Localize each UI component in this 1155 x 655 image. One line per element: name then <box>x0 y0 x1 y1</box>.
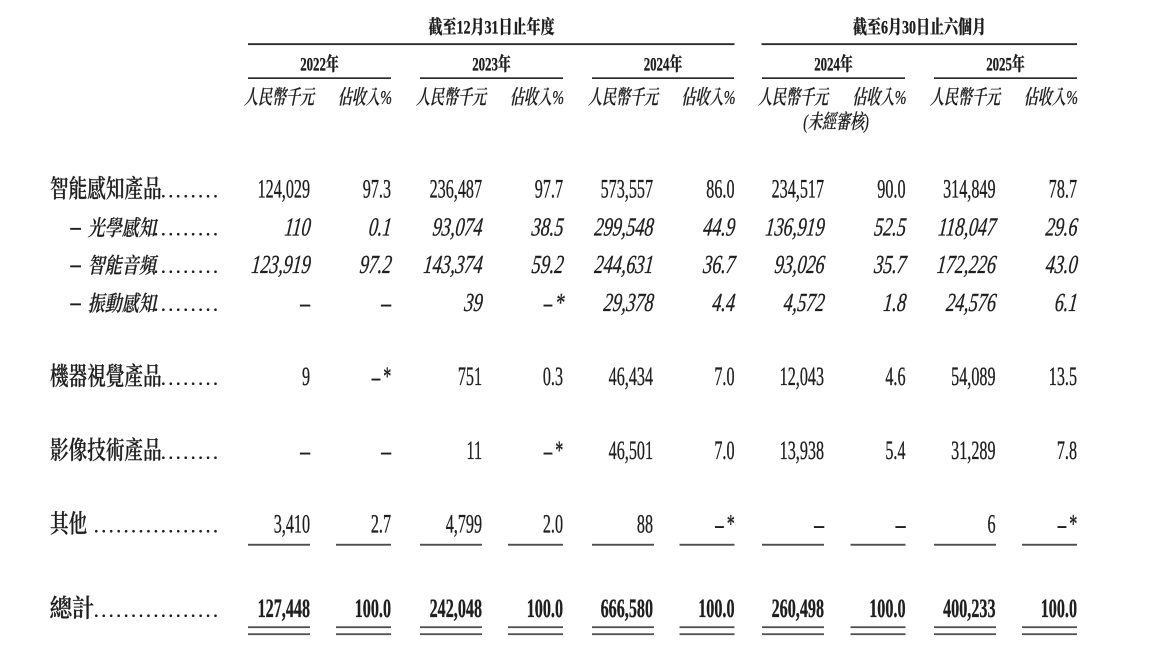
svg-text:3,410: 3,410 <box>274 510 310 539</box>
svg-text:6.1: 6.1 <box>1054 288 1080 317</box>
svg-text:2024: 2024 <box>814 53 840 75</box>
svg-text:242,048: 242,048 <box>430 594 483 623</box>
svg-text:751: 751 <box>458 362 482 391</box>
svg-text:4.6: 4.6 <box>885 362 905 391</box>
svg-text:6: 6 <box>987 510 995 539</box>
svg-text:2023: 2023 <box>472 53 498 75</box>
svg-text:90.0: 90.0 <box>877 175 905 204</box>
svg-text:1.8: 1.8 <box>882 288 908 317</box>
svg-text:97.2: 97.2 <box>359 250 394 279</box>
svg-text:244,631: 244,631 <box>593 250 655 279</box>
svg-text:136,919: 136,919 <box>764 212 826 241</box>
svg-text:9: 9 <box>302 362 310 391</box>
svg-text:97.7: 97.7 <box>535 175 563 204</box>
svg-text:0.1: 0.1 <box>368 212 394 241</box>
svg-text:100.0: 100.0 <box>869 594 905 623</box>
svg-text:100.0: 100.0 <box>698 594 734 623</box>
svg-text:143,374: 143,374 <box>422 250 484 279</box>
svg-text:86.0: 86.0 <box>706 175 734 204</box>
svg-text:234,517: 234,517 <box>772 175 825 204</box>
svg-text:93,074: 93,074 <box>431 212 484 241</box>
svg-text:7.8: 7.8 <box>1057 436 1077 465</box>
svg-text:4,799: 4,799 <box>446 510 482 539</box>
svg-text:2025: 2025 <box>986 53 1012 75</box>
svg-text:124,029: 124,029 <box>258 175 310 204</box>
svg-text:31,289: 31,289 <box>951 436 995 465</box>
svg-text:12: 12 <box>456 16 470 38</box>
svg-text:39: 39 <box>462 288 484 317</box>
svg-text:123,919: 123,919 <box>250 250 312 279</box>
svg-text:93,026: 93,026 <box>773 250 827 279</box>
svg-text:88: 88 <box>637 510 653 539</box>
svg-text:6: 6 <box>881 16 888 38</box>
svg-text:): ) <box>863 111 869 133</box>
svg-text:13,938: 13,938 <box>780 436 824 465</box>
svg-text:400,233: 400,233 <box>943 594 996 623</box>
svg-text:2.0: 2.0 <box>543 510 563 539</box>
svg-text:54,089: 54,089 <box>951 362 995 391</box>
svg-text:314,849: 314,849 <box>943 175 995 204</box>
svg-text:%: % <box>724 87 736 109</box>
svg-text:(: ( <box>803 111 809 133</box>
svg-text:31: 31 <box>484 16 498 38</box>
svg-text:29,378: 29,378 <box>602 288 655 317</box>
svg-text:38.5: 38.5 <box>530 212 566 241</box>
svg-text:118,047: 118,047 <box>937 212 999 241</box>
svg-text:100.0: 100.0 <box>1041 594 1077 623</box>
svg-text:4.4: 4.4 <box>711 288 737 317</box>
svg-text:29.6: 29.6 <box>1045 212 1080 241</box>
svg-text:13.5: 13.5 <box>1049 362 1077 391</box>
svg-text:260,498: 260,498 <box>772 594 825 623</box>
svg-text:11: 11 <box>466 436 482 465</box>
svg-text:46,434: 46,434 <box>609 362 653 391</box>
svg-text:43.0: 43.0 <box>1045 250 1080 279</box>
svg-text:*: * <box>383 362 391 391</box>
svg-text:30: 30 <box>902 16 916 38</box>
svg-text:*: * <box>554 288 567 317</box>
svg-text:7.0: 7.0 <box>714 436 734 465</box>
svg-text:97.3: 97.3 <box>363 175 391 204</box>
svg-text:12,043: 12,043 <box>780 362 824 391</box>
svg-text:36.7: 36.7 <box>701 250 738 279</box>
svg-text:46,501: 46,501 <box>609 436 653 465</box>
svg-text:78.7: 78.7 <box>1049 175 1077 204</box>
svg-text:35.7: 35.7 <box>872 250 909 279</box>
svg-text:2024: 2024 <box>644 53 670 75</box>
svg-text:236,487: 236,487 <box>430 175 483 204</box>
svg-text:%: % <box>552 87 564 109</box>
svg-text:2022: 2022 <box>300 53 326 75</box>
svg-text:666,580: 666,580 <box>601 594 653 623</box>
svg-text:172,226: 172,226 <box>936 250 999 279</box>
svg-text:2.7: 2.7 <box>371 510 391 539</box>
svg-text:44.9: 44.9 <box>702 212 737 241</box>
svg-text:*: * <box>1069 510 1077 539</box>
svg-text:7.0: 7.0 <box>714 362 734 391</box>
svg-text:%: % <box>380 87 392 109</box>
svg-text:4,572: 4,572 <box>782 288 826 317</box>
svg-text:5.4: 5.4 <box>885 436 905 465</box>
svg-text:127,448: 127,448 <box>258 594 311 623</box>
svg-text:59.2: 59.2 <box>531 250 566 279</box>
svg-text:*: * <box>727 510 735 539</box>
svg-text:52.5: 52.5 <box>873 212 908 241</box>
svg-text:100.0: 100.0 <box>355 594 391 623</box>
svg-text:299,548: 299,548 <box>593 212 655 241</box>
svg-text:24,576: 24,576 <box>945 288 999 317</box>
svg-text:%: % <box>1066 87 1078 109</box>
svg-text:100.0: 100.0 <box>527 594 563 623</box>
svg-text:%: % <box>895 87 907 109</box>
svg-text:0.3: 0.3 <box>543 362 563 391</box>
svg-text:*: * <box>555 436 563 465</box>
svg-text:110: 110 <box>283 212 312 241</box>
svg-text:573,557: 573,557 <box>601 175 654 204</box>
